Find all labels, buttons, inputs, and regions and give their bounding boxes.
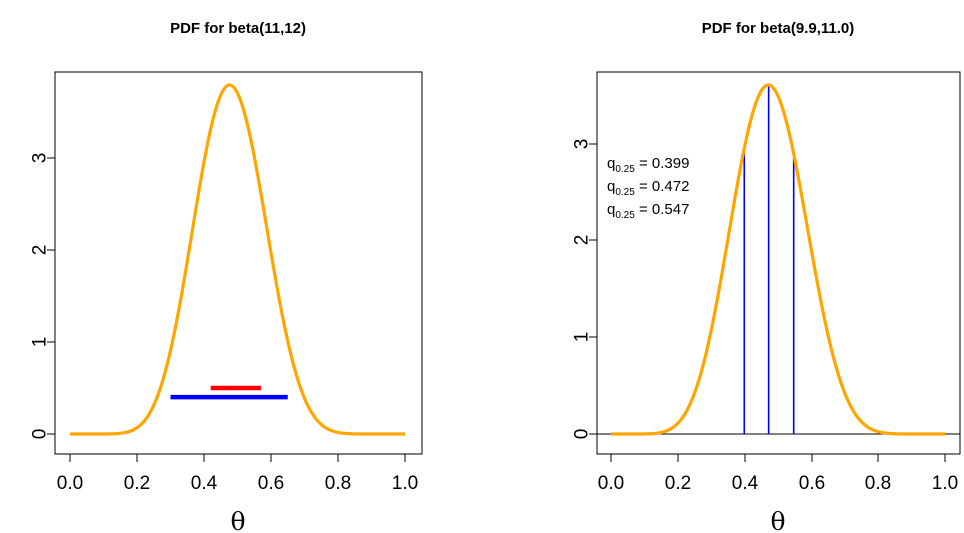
right-x-tick-label: 0.8 — [865, 473, 891, 494]
quantile-label: q0.25 = 0.472 — [607, 178, 689, 198]
left-y-tick-label: 3 — [30, 153, 51, 164]
right-y-tick-label: 1 — [572, 332, 593, 343]
left-x-tick-label: 1.0 — [392, 473, 418, 494]
right-y-tick-label: 2 — [572, 235, 593, 246]
right-x-tick-label: 0.0 — [598, 473, 624, 494]
right-density-curve — [610, 83, 946, 436]
left-marks — [69, 83, 406, 436]
left-x-tick-label: 0.4 — [191, 473, 218, 494]
right-x-tick-label: 0.4 — [732, 473, 759, 494]
right-x-tick-label: 0.2 — [665, 473, 691, 494]
left-x-tick-label: 0.6 — [258, 473, 284, 494]
right-panel: PDF for beta(9.9,11.0) 0.0 0.2 0.4 0.6 0.8 1.… — [572, 20, 961, 533]
left-x-tick-label: 0.2 — [124, 473, 150, 494]
left-x-axis-label: θ — [230, 507, 245, 533]
quantile-annotations: q0.25 = 0.399 q0.25 = 0.472 q0.25 = 0.547 — [607, 155, 689, 221]
right-y-tick-label: 0 — [572, 429, 593, 440]
quantile-label: q0.25 = 0.547 — [607, 201, 689, 221]
left-axes: 0.0 0.2 0.4 0.6 0.8 1.0 0 1 2 3 — [30, 153, 419, 494]
right-x-tick-label: 1.0 — [932, 473, 958, 494]
left-y-tick-label: 0 — [30, 429, 51, 440]
left-plot-frame — [54, 71, 423, 455]
right-x-axis-label: θ — [770, 507, 785, 533]
quantile-label: q0.25 = 0.399 — [607, 155, 689, 175]
right-marks — [597, 83, 960, 436]
right-plot-frame — [596, 71, 961, 455]
right-axes: 0.0 0.2 0.4 0.6 0.8 1.0 0 1 2 3 — [572, 139, 959, 494]
left-chart-title: PDF for beta(11,12) — [170, 20, 306, 37]
left-panel: PDF for beta(11,12) 0.0 0.2 0.4 0.6 0.8 1.0 0 1… — [30, 20, 423, 533]
left-y-tick-label: 2 — [30, 245, 51, 256]
right-y-tick-label: 3 — [572, 139, 593, 150]
right-x-tick-label: 0.6 — [799, 473, 825, 494]
left-y-tick-label: 1 — [30, 337, 51, 348]
left-x-tick-label: 0.8 — [325, 473, 351, 494]
left-density-curve — [69, 83, 406, 436]
right-chart-title: PDF for beta(9.9,11.0) — [702, 20, 855, 37]
left-x-tick-label: 0.0 — [57, 473, 83, 494]
